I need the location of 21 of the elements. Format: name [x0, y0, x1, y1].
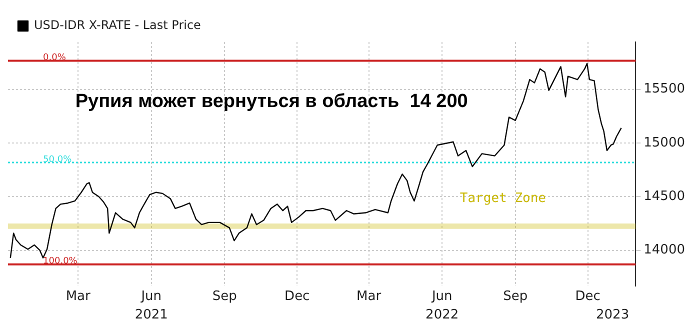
annotation: 100.0%: [43, 256, 78, 267]
text: Рупия может вернуться в область 14 200: [75, 91, 468, 112]
x-tick-label: Mar: [66, 288, 92, 304]
y-tick-label: 15000: [644, 135, 686, 150]
band-label: Target Zone: [460, 190, 546, 206]
x2-tick-label: 2022: [426, 308, 459, 323]
annotation: 0.0%: [43, 53, 66, 64]
x-tick-label: Sep: [503, 288, 528, 304]
annotation: 50.0%: [43, 154, 72, 165]
x2-tick-label: 2021: [134, 308, 168, 323]
x-tick-label: Dec: [575, 288, 600, 304]
x-tick-label: Jun: [140, 288, 162, 304]
x-tick-label: Mar: [356, 288, 382, 304]
y-tick-label: 14500: [644, 189, 686, 204]
y-tick-label: 15500: [644, 82, 686, 97]
x-tick-label: Sep: [212, 288, 237, 304]
x-tick-label: Jun: [430, 288, 452, 304]
x2-tick-label: 2023: [596, 308, 630, 323]
legend-label: USD-IDR X-RATE - Last Price: [34, 18, 201, 32]
y-tick-label: 14000: [644, 242, 686, 258]
x-tick-label: Dec: [284, 288, 310, 304]
